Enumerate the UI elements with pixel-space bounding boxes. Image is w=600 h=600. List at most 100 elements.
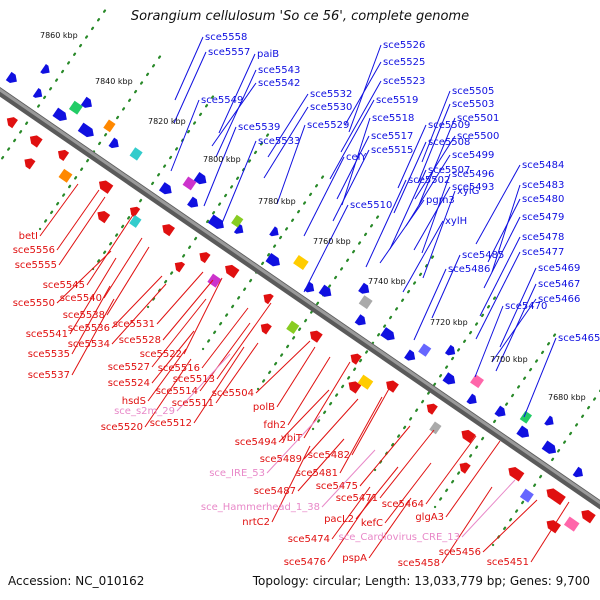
label-reverse-gene: sce5474 [288, 534, 330, 545]
leader-line [475, 251, 521, 340]
leader-line [397, 124, 427, 189]
label-reverse-gene: sce5481 [296, 468, 338, 479]
label-reverse-gene: sce5545 [43, 280, 85, 291]
label-reverse-gene: sce5504 [212, 388, 254, 399]
leader-line [86, 208, 138, 286]
label-forward-gene: sce5530 [310, 102, 352, 113]
label-forward-gene: xylG [457, 186, 479, 197]
leader-line [297, 438, 345, 492]
leader-line [271, 445, 311, 523]
guide-dots-8 [433, 333, 557, 509]
leader-line [103, 237, 143, 299]
reverse-gene [426, 403, 438, 415]
label-reverse-gene: betI [19, 231, 38, 242]
label-forward-gene: sce5467 [538, 279, 580, 290]
gene-annotation-block [519, 488, 534, 503]
leader-line [474, 305, 504, 378]
label-reverse-gene: sce5475 [316, 481, 358, 492]
leader-line [303, 204, 349, 293]
leader-line [56, 189, 100, 251]
gene-annotation-block [357, 374, 374, 390]
leader-line [405, 154, 451, 227]
reverse-gene [508, 467, 525, 482]
leader-line [71, 298, 115, 376]
forward-gene [442, 372, 456, 385]
label-reverse-gene: glgA3 [415, 512, 444, 523]
guide-dots-0 [0, 9, 107, 164]
guide-dots-1 [38, 55, 162, 231]
label-reverse-gene: sce5531 [113, 319, 155, 330]
leader-line [39, 183, 79, 237]
leader-line [431, 254, 461, 319]
leader-line [491, 184, 521, 273]
kbp-tick-label: 7740 kbp [368, 277, 406, 286]
label-forward-gene: sce5479 [522, 212, 564, 223]
leader-line [379, 429, 435, 499]
gene-labels: sce5558 sce5557 paiB sce5543 sce5542 sce5549 s… [13, 32, 600, 569]
label-rna-feature: sce_Cardiovirus_CRE_13 [339, 532, 460, 543]
leader-line [162, 279, 214, 341]
leader-line [417, 103, 451, 184]
kbp-ticks: 7860 kbp 7840 kbp 7820 kbp 7800 kbp 7780 kbp… [40, 31, 586, 402]
label-reverse-gene: sce5464 [382, 499, 424, 510]
kbp-tick-label: 7860 kbp [40, 31, 78, 40]
leader-line [176, 353, 231, 412]
reverse-gene [260, 323, 272, 335]
leader-line [267, 93, 309, 158]
leader-line [421, 173, 451, 254]
forward-gene [80, 96, 92, 108]
reverse-gene [350, 353, 362, 365]
label-forward-gene: sce5518 [372, 113, 414, 124]
accession-text: Accession: NC_010162 [8, 574, 145, 588]
gene-features [5, 63, 596, 534]
label-reverse-gene: sce5520 [101, 422, 143, 433]
leader-line [276, 346, 316, 408]
forward-gene [358, 282, 370, 294]
label-reverse-gene: sce5487 [254, 486, 296, 497]
forward-gene [5, 71, 17, 83]
label-forward-gene: sce5503 [452, 99, 494, 110]
leader-line [193, 346, 245, 424]
label-reverse-gene: sce5494 [235, 437, 277, 448]
leader-line [402, 220, 444, 293]
label-forward-gene: sce5543 [258, 65, 300, 76]
genome-summary-text: Topology: circular; Length: 13,033,779 b… [252, 574, 590, 588]
label-reverse-gene: sce5476 [284, 557, 326, 568]
label-forward-gene: sce5470 [505, 301, 547, 312]
leader-line [479, 236, 521, 317]
label-reverse-gene: sce5471 [336, 493, 378, 504]
forward-gene [444, 344, 456, 356]
leader-line [351, 386, 391, 456]
leader-line [321, 449, 376, 508]
leader-line [170, 99, 200, 172]
label-forward-gene: sce5525 [383, 57, 425, 68]
label-reverse-gene: sce5524 [108, 378, 150, 389]
leader-line [69, 257, 117, 335]
label-forward-gene: sce5526 [383, 40, 425, 51]
leader-line [384, 462, 432, 524]
leader-line [303, 156, 345, 237]
label-forward-gene: sce5515 [371, 145, 413, 156]
leader-line [530, 501, 570, 563]
label-forward-gene: sce5501 [457, 113, 499, 124]
leader-line [327, 493, 375, 563]
leader-line [211, 82, 257, 147]
reverse-gene [57, 149, 70, 161]
leader-line [422, 190, 456, 279]
label-reverse-gene: sce5541 [26, 329, 68, 340]
label-forward-gene: sce5507 [428, 165, 470, 176]
gene-annotation-block [231, 214, 244, 228]
label-reverse-gene: sce5527 [108, 362, 150, 373]
leader-line [483, 216, 521, 289]
leader-line [441, 486, 493, 564]
reverse-gene [98, 180, 114, 194]
forward-gene [354, 314, 366, 326]
leader-line [336, 135, 370, 200]
forward-gene [572, 466, 583, 478]
leader-line [499, 267, 537, 348]
label-forward-gene: sce5542 [258, 78, 300, 89]
leader-line [215, 69, 257, 158]
leader-line [491, 298, 537, 363]
gene-annotation-block [470, 374, 484, 389]
